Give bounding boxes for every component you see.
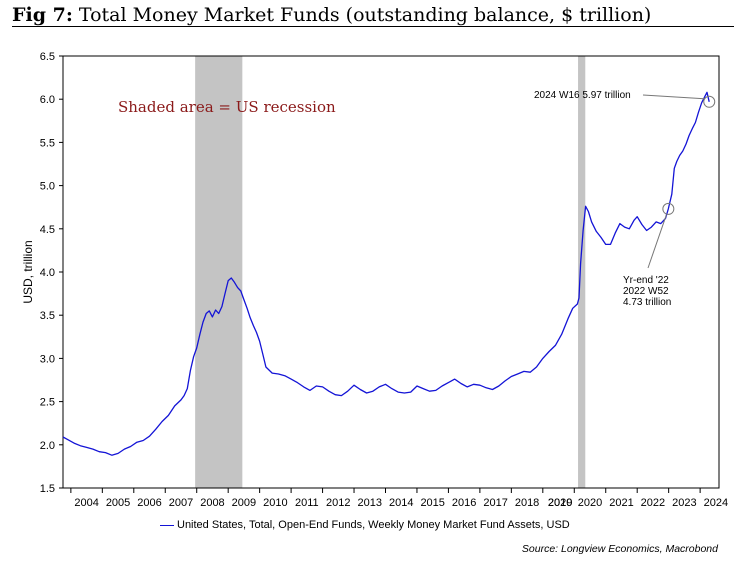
x-tick-label-21: 2024: [704, 497, 728, 509]
series-line-0: [62, 91, 710, 456]
figure-number: Fig 7:: [12, 4, 73, 26]
y-tick-label-1: 2.0: [40, 440, 55, 452]
x-tick-label-15: 2019: [548, 497, 572, 509]
x-tick-label-2: 2006: [137, 497, 161, 509]
x-tick-label-12: 2016: [452, 497, 476, 509]
x-tick-label-16: 2020: [548, 497, 572, 509]
annotation-marker-yearend: [662, 202, 675, 215]
figure-title-text: Total Money Market Funds (outstanding ba…: [78, 4, 652, 26]
x-tick-label-10: 2014: [389, 497, 413, 509]
x-tick-label-18: 2021: [609, 497, 633, 509]
x-tick-label-1: 2005: [106, 497, 130, 509]
annotation-leader-latest: [642, 94, 705, 100]
y-tick-label-10: 6.5: [40, 51, 55, 63]
legend-label: United States, Total, Open-End Funds, We…: [177, 519, 570, 531]
x-tick-label-0: 2004: [74, 497, 98, 509]
x-tick-label-13: 2017: [483, 497, 507, 509]
x-tick-label-7: 2011: [295, 497, 319, 509]
y-axis: 1.5 2.0 2.5 3.0 3.5 4.0 4.5 5.0 5.5 6.0 6.5: [40, 51, 63, 495]
y-tick-label-5: 4.0: [40, 267, 55, 279]
y-tick-label-7: 5.0: [40, 181, 55, 193]
annotation-label-yearend-0: Yr-end '22: [623, 275, 669, 286]
y-axis-label: USD, trillion: [21, 240, 35, 303]
recession-band-0: [195, 56, 243, 488]
y-tick-label-4: 3.5: [40, 310, 55, 322]
y-tick-label-6: 4.5: [40, 224, 55, 236]
annotation-label-yearend-1: 2022 W52: [623, 286, 669, 297]
recession-note: Shaded area = US recession: [118, 98, 336, 116]
y-tick-label-9: 6.0: [40, 94, 55, 106]
recession-band-1: [578, 56, 586, 488]
x-tick-label-17: 2020: [578, 497, 602, 509]
legend-swatch: [160, 524, 174, 526]
annotation-label-yearend-2: 4.73 trillion: [623, 297, 671, 308]
x-tick-label-4: 2008: [200, 497, 224, 509]
x-tick-label-14: 2018: [515, 497, 539, 509]
y-tick-label-8: 5.5: [40, 137, 55, 149]
x-tick-label-6: 2010: [263, 497, 287, 509]
x-tick-label-19: 2022: [641, 497, 665, 509]
annotation-marker-latest: [703, 95, 716, 108]
y-tick-label-2: 2.5: [40, 397, 55, 409]
x-tick-label-11: 2015: [420, 497, 444, 509]
legend: United States, Total, Open-End Funds, We…: [160, 519, 570, 531]
x-tick-label-20: 2023: [672, 497, 696, 509]
y-tick-label-3: 3.0: [40, 353, 55, 365]
x-tick-label-5: 2009: [232, 497, 256, 509]
x-tick-label-8: 2012: [326, 497, 350, 509]
series-lines: [62, 91, 710, 456]
recession-bands: [195, 56, 586, 488]
figure-title: Fig 7: Total Money Market Funds (outstan…: [12, 4, 651, 26]
x-tick-label-9: 2013: [358, 497, 382, 509]
annotation-leader-yearend: [647, 214, 667, 269]
x-tick-label-3: 2007: [169, 497, 193, 509]
x-axis: 2004 2005 2006 2007 2008 2009 2010 2011 2012 2013…: [70, 488, 728, 509]
annotation-label-latest: 2024 W16 5.97 trillion: [534, 90, 631, 101]
y-tick-label-0: 1.5: [40, 483, 55, 495]
source-note: Source: Longview Economics, Macrobond: [521, 543, 718, 555]
title-divider: [12, 26, 734, 27]
